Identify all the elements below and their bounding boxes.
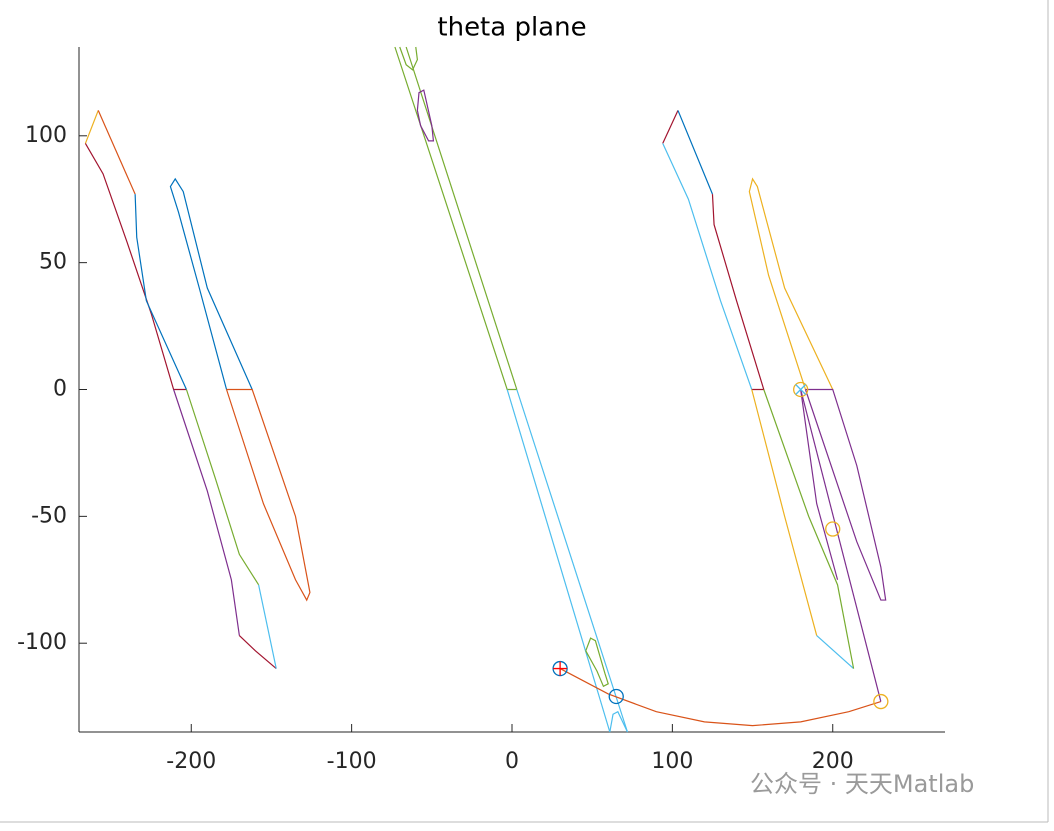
curve xyxy=(804,388,887,601)
marker xyxy=(608,688,624,705)
x-tick-label: 100 xyxy=(651,749,693,774)
marker xyxy=(795,384,807,395)
curve xyxy=(585,637,609,688)
curve xyxy=(134,194,187,390)
curve xyxy=(394,46,517,391)
curve xyxy=(559,668,882,727)
x-tick-label: 200 xyxy=(812,749,854,774)
curve xyxy=(763,389,855,669)
marker xyxy=(553,661,568,676)
curve xyxy=(84,110,99,144)
curve xyxy=(185,389,260,586)
curve xyxy=(225,388,311,602)
curve xyxy=(662,110,679,144)
curve xyxy=(238,635,277,670)
curve xyxy=(662,143,753,390)
curve xyxy=(816,635,854,670)
curve xyxy=(169,177,253,390)
curve xyxy=(800,389,882,702)
curve xyxy=(516,389,629,733)
x-tick-label: 0 xyxy=(505,749,519,774)
curve xyxy=(97,110,136,195)
marker xyxy=(825,521,841,537)
y-tick-label: 100 xyxy=(25,123,67,148)
curve xyxy=(84,143,187,391)
curve xyxy=(258,584,277,669)
y-tick-label: 50 xyxy=(39,250,67,275)
x-tick-label: -200 xyxy=(166,749,216,774)
x-tick-label: -100 xyxy=(327,749,377,774)
curve xyxy=(711,194,765,391)
y-tick-label: -50 xyxy=(31,503,67,528)
curve xyxy=(399,46,418,71)
curve xyxy=(748,177,834,390)
chart-title: theta plane xyxy=(437,13,586,43)
watermark: 公众号 · 天天Matlab xyxy=(750,770,974,798)
curve xyxy=(173,389,240,636)
curve xyxy=(677,110,714,195)
curve xyxy=(506,389,611,733)
curve xyxy=(751,389,818,636)
curve xyxy=(405,46,518,390)
y-tick-label: -100 xyxy=(17,630,67,655)
marker xyxy=(873,693,889,710)
y-tick-label: 0 xyxy=(53,377,67,402)
curve xyxy=(609,710,629,733)
curve xyxy=(800,389,839,580)
marker xyxy=(793,381,809,398)
curve xyxy=(416,89,435,142)
